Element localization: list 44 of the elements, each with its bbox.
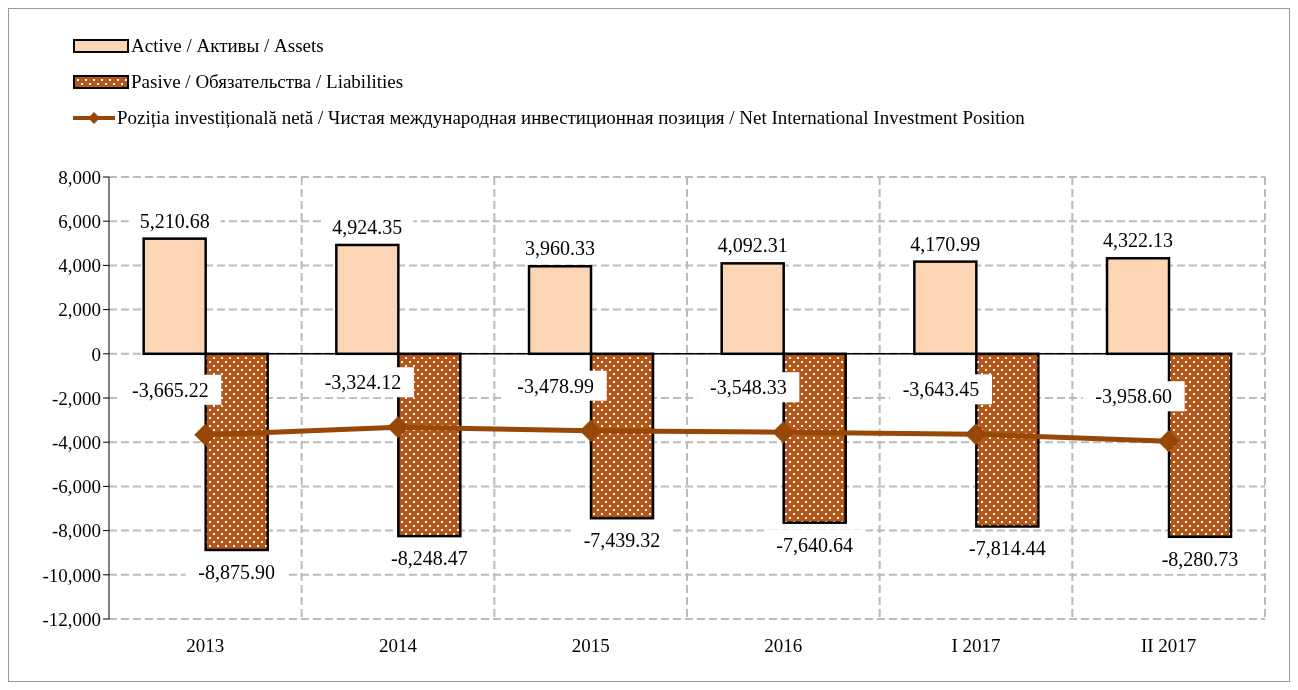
- point: [579, 419, 602, 442]
- point: [194, 423, 217, 446]
- x-tick-label: 2014: [379, 635, 418, 657]
- data-label: -7,439.32: [583, 529, 661, 552]
- x-tick-label: II 2017: [1140, 635, 1197, 657]
- data-label: -8,875.90: [198, 560, 276, 583]
- data-label: -8,248.47: [391, 547, 468, 570]
- point: [772, 421, 795, 444]
- legend-label: Active / Активы / Assets: [131, 35, 324, 57]
- data-label: -3,958.60: [1095, 385, 1172, 408]
- data-label: 4,170.99: [910, 232, 981, 255]
- data-label: -3,548.33: [710, 376, 787, 399]
- data-label: -7,814.44: [969, 537, 1046, 560]
- x-tick-label: 2013: [186, 635, 225, 657]
- data-label: 5,210.68: [139, 209, 210, 232]
- data-label: 3,960.33: [525, 237, 596, 260]
- data-label: -8,280.73: [1161, 547, 1239, 570]
- point: [965, 423, 987, 446]
- y-tick-label: 2,000: [58, 299, 101, 321]
- legend-label: Poziția investițională netă / Чистая международная инвестиционная позиция / Net International Investment Position: [117, 107, 1025, 129]
- data-label: 4,092.31: [717, 234, 788, 257]
- data-label: -3,324.12: [324, 371, 402, 394]
- y-tick-label: -2,000: [51, 387, 101, 409]
- y-tick-label: -6,000: [51, 476, 101, 498]
- x-tick-label: 2015: [571, 635, 610, 657]
- data-label: -3,643.45: [902, 378, 980, 401]
- data-label: 4,322.13: [1103, 229, 1174, 252]
- y-tick-label: 8,000: [58, 166, 101, 188]
- data-label: -3,478.99: [517, 374, 594, 397]
- x-tick-label: 2016: [764, 635, 803, 657]
- point: [387, 416, 409, 439]
- y-tick-label: -8,000: [51, 520, 101, 542]
- x-tick-label: I 2017: [951, 635, 1001, 657]
- point: [1157, 430, 1180, 453]
- y-tick-label: 6,000: [58, 210, 101, 232]
- y-tick-label: 0: [91, 343, 101, 365]
- y-tick-label: 4,000: [58, 255, 101, 277]
- data-label: -3,665.22: [132, 378, 209, 401]
- y-tick-label: -10,000: [42, 564, 101, 586]
- y-tick-label: -12,000: [42, 608, 101, 630]
- y-tick-label: -4,000: [51, 431, 101, 453]
- legend-label: Pasive / Обязательства / Liabilities: [131, 71, 404, 93]
- data-label: -7,640.64: [776, 533, 854, 556]
- data-label: 4,924.35: [332, 215, 403, 238]
